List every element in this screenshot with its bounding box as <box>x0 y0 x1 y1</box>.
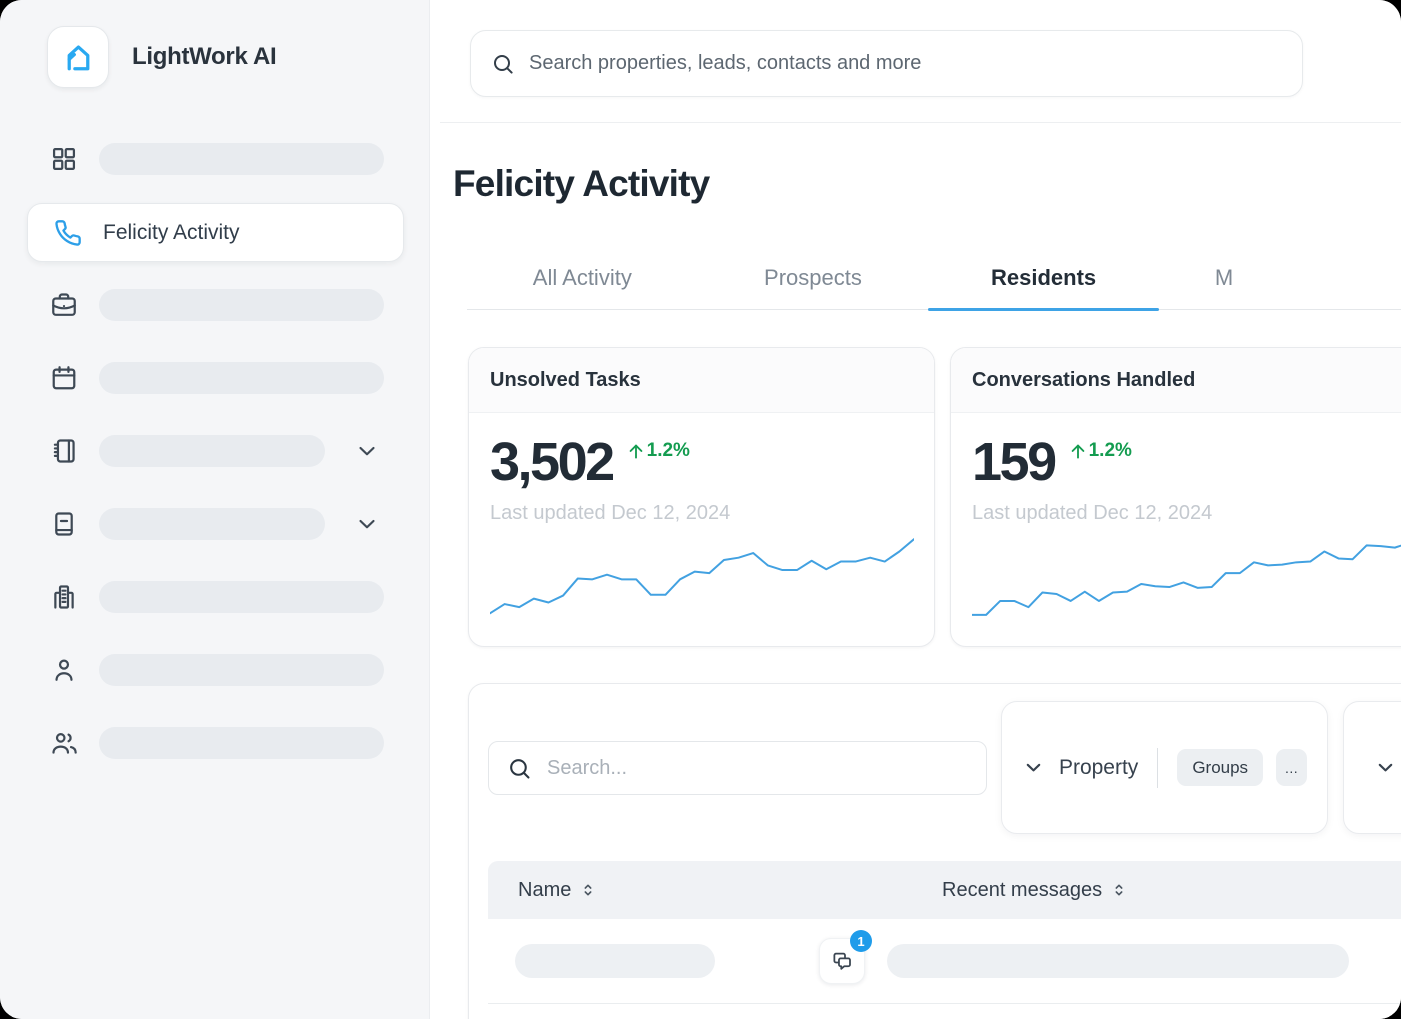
chevron-down-icon <box>1026 763 1041 772</box>
sidebar-item-dashboard[interactable] <box>50 143 402 175</box>
stat-card-body: 159 1.2% Last updated Dec 12, 2024 <box>951 413 1401 619</box>
nav-label-placeholder <box>99 362 384 394</box>
sort-icon <box>584 884 592 896</box>
tab-bar: All Activity Prospects Residents M <box>467 246 1401 311</box>
sidebar-item-label: Felicity Activity <box>103 220 240 244</box>
search-icon <box>494 54 513 74</box>
stat-card-unsolved-tasks: Unsolved Tasks 3,502 1.2% Last updated D… <box>468 347 935 647</box>
message-placeholder <box>887 944 1349 978</box>
grid-icon <box>52 147 76 171</box>
search-icon <box>510 758 530 779</box>
nav-label-placeholder <box>99 435 325 467</box>
sidebar-item-user[interactable] <box>50 654 402 686</box>
sidebar-item-felicity-activity[interactable]: Felicity Activity <box>27 203 404 262</box>
nav-label-placeholder <box>99 508 325 540</box>
sidebar-item-building[interactable] <box>50 581 402 613</box>
list-search-input[interactable] <box>547 756 968 780</box>
stat-card-title: Conversations Handled <box>951 348 1401 413</box>
user-icon <box>55 659 73 681</box>
vertical-divider <box>1157 747 1159 788</box>
users-icon <box>52 733 77 754</box>
sidebar-item-briefcase[interactable] <box>50 289 402 321</box>
tab-next-partial[interactable]: M <box>1214 264 1234 290</box>
chevron-down-icon <box>1378 763 1393 772</box>
residents-panel: Property Groups ... Name Recent messages <box>468 683 1401 1019</box>
up-arrow-icon <box>1071 444 1084 459</box>
global-search-input[interactable] <box>529 52 1282 75</box>
phone-icon <box>55 219 81 246</box>
more-options-button[interactable]: ... <box>1276 749 1308 786</box>
stat-delta: 1.2% <box>1068 440 1132 462</box>
chevron-down-icon[interactable] <box>354 438 380 464</box>
unread-badge: 1 <box>850 930 872 952</box>
column-header-recent-messages[interactable]: Recent messages <box>942 861 1127 919</box>
book-icon <box>55 512 73 536</box>
stat-card-conversations-handled: Conversations Handled 159 1.2% Last upda… <box>950 347 1401 647</box>
briefcase-icon <box>52 293 76 316</box>
stat-delta: 1.2% <box>626 440 690 462</box>
table-row[interactable]: 1 <box>488 919 1401 1004</box>
app-logo[interactable] <box>47 26 109 88</box>
nav-label-placeholder <box>99 289 384 321</box>
brand: LightWork AI <box>47 26 277 88</box>
building-icon <box>54 585 74 609</box>
sparkline-chart <box>972 535 1401 619</box>
secondary-filter-dropdown[interactable] <box>1343 701 1401 834</box>
sidebar-item-calendar[interactable] <box>50 362 402 394</box>
global-search <box>470 30 1303 97</box>
nav-label-placeholder <box>99 727 384 759</box>
stat-updated: Last updated Dec 12, 2024 <box>972 502 1213 524</box>
notebook-icon <box>53 439 75 463</box>
stat-value: 3,502 <box>490 432 615 492</box>
sort-icon <box>1115 884 1123 896</box>
tab-prospects[interactable]: Prospects <box>764 264 862 290</box>
page-title: Felicity Activity <box>453 163 710 204</box>
messages-button[interactable]: 1 <box>819 930 872 984</box>
stat-value: 159 <box>972 432 1057 492</box>
stat-card-body: 3,502 1.2% Last updated Dec 12, 2024 <box>469 413 934 619</box>
header-divider <box>440 122 1401 123</box>
column-header-name[interactable]: Name <box>518 861 596 919</box>
main-content: Felicity Activity All Activity Prospects… <box>431 0 1401 1019</box>
nav-label-placeholder <box>99 581 384 613</box>
name-placeholder <box>515 944 715 978</box>
property-filter-dropdown[interactable]: Property Groups ... <box>1001 701 1328 834</box>
sidebar: LightWork AI Felicity Activity <box>0 0 430 1019</box>
app-title: LightWork AI <box>132 43 277 70</box>
sidebar-item-notebook[interactable] <box>50 435 402 467</box>
sparkline-chart <box>490 535 914 619</box>
chat-bubbles-icon <box>832 952 851 970</box>
home-icon <box>67 45 90 71</box>
list-search <box>488 741 987 795</box>
property-filter-label: Property <box>1058 755 1139 779</box>
table-header: Name Recent messages <box>488 861 1401 919</box>
sidebar-item-book[interactable] <box>50 508 402 540</box>
stat-updated: Last updated Dec 12, 2024 <box>490 502 731 524</box>
calendar-icon <box>52 366 76 390</box>
nav-label-placeholder <box>99 143 384 175</box>
sidebar-item-users[interactable] <box>50 727 402 759</box>
tab-all-activity[interactable]: All Activity <box>532 264 632 290</box>
tab-residents[interactable]: Residents <box>928 246 1159 311</box>
groups-button[interactable]: Groups <box>1177 749 1264 786</box>
chevron-down-icon[interactable] <box>354 511 380 537</box>
up-arrow-icon <box>629 444 642 459</box>
nav-label-placeholder <box>99 654 384 686</box>
stat-card-title: Unsolved Tasks <box>469 348 934 413</box>
